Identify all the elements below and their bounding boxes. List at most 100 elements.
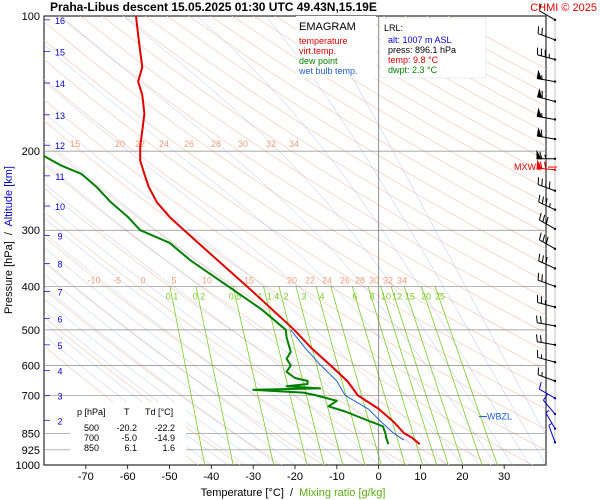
mxws-marker-label: MXWS — [514, 162, 542, 172]
wind-barb-full — [541, 27, 543, 36]
wind-barb-dot — [553, 38, 557, 42]
wind-barb-full — [538, 253, 541, 261]
wind-barb — [538, 382, 557, 400]
wind-barb-full — [545, 236, 549, 244]
dry-adiabat — [101, 16, 546, 299]
wind-barb-staff — [537, 279, 556, 287]
mixing-ratio-label: 20 — [421, 291, 431, 301]
dry-adiabat-label: 15 — [244, 275, 254, 285]
altitude-tick-label: 3 — [57, 392, 62, 402]
wind-barb — [536, 159, 557, 171]
axes: 1002003004005006007008509251000161514131… — [16, 11, 511, 483]
wind-barb — [537, 367, 557, 383]
table-header-td: Td [°C] — [145, 407, 173, 417]
pressure-tick-label: 925 — [22, 445, 40, 457]
wind-barb-staff — [539, 239, 556, 250]
y-axis-label: Pressure [hPa] / Altitude [km] — [3, 166, 15, 314]
dry-adiabat-label: 26 — [340, 275, 350, 285]
wind-barb-dot — [553, 80, 557, 83]
mixing-ratio-line — [421, 286, 483, 465]
mixing-ratio-label: 8 — [369, 291, 374, 301]
dry-adiabat — [44, 78, 546, 410]
legend-frame — [296, 16, 376, 78]
wind-barb-dot — [553, 427, 557, 430]
mixing-ratio-label: 1.4 — [267, 291, 280, 301]
table-row-700-td: -14.9 — [154, 433, 175, 443]
wind-barbs — [536, 3, 557, 444]
mixing-ratio-label: 4 — [319, 291, 324, 301]
table-row-850-t: 6.1 — [124, 443, 137, 453]
table-row-700-t: -5.0 — [121, 433, 137, 443]
wind-barb-staff — [537, 33, 556, 41]
wind-barb-dot — [553, 58, 557, 61]
table-row-500-t: -20.2 — [116, 423, 137, 433]
mixing-ratio-label: 10 — [381, 291, 391, 301]
wind-barb-dot — [553, 168, 557, 171]
dry-adiabat-label: 20 — [115, 139, 125, 149]
temperature-tick-label: 20 — [456, 471, 468, 483]
altitude-tick-label: 16 — [55, 16, 65, 26]
wind-barb-full — [537, 26, 540, 34]
wind-barb-full — [541, 274, 543, 282]
dry-adiabat-label: 22 — [305, 275, 315, 285]
table-row-850-td: 1.6 — [162, 443, 175, 453]
altitude-tick-label: 5 — [57, 341, 62, 351]
lrl-heading: LRL: — [384, 23, 403, 33]
wind-barb-full — [537, 177, 540, 185]
dry-adiabat-label: 30 — [238, 139, 248, 149]
mixing-ratio-line — [403, 286, 464, 465]
mixing-ratio-label: 6 — [352, 291, 357, 301]
altitude-tick-label: 10 — [55, 202, 65, 212]
mixing-ratio-line — [330, 286, 382, 465]
wind-barb — [538, 232, 557, 251]
wind-barb — [536, 47, 557, 61]
altitude-tick-label: 14 — [55, 79, 65, 89]
mixing-ratio-line — [232, 286, 275, 465]
wind-barb-full — [545, 216, 549, 225]
altitude-tick-label: 8 — [57, 260, 62, 270]
wind-barb-full — [538, 3, 542, 11]
wind-barb-dot — [553, 189, 557, 192]
background-lines: 15 20 22 24 26 28 30 32 34-10 -5 0 5 10 15 20 22 24 26 28 3… — [44, 16, 546, 465]
legend-item-wet-bulb: wet bulb temp. — [298, 66, 358, 76]
dry-adiabat-label: 20 — [287, 275, 297, 285]
wbzl-marker-label: WBZL — [487, 412, 512, 422]
lrl-dewpoint: dwpt: 2.3 °C — [388, 65, 438, 75]
pressure-tick-label: 200 — [22, 146, 40, 158]
mixing-ratio-label: 0.2 — [193, 291, 206, 301]
mixing-ratio-line — [434, 286, 498, 465]
temperature-line — [135, 16, 421, 445]
pressure-tick-label: 1000 — [16, 460, 40, 472]
temperature-tick-label: -40 — [203, 471, 219, 483]
wind-barb — [538, 3, 557, 22]
table-header-p: p [hPa] — [77, 407, 106, 417]
mixing-ratio-label: 2 — [283, 291, 288, 301]
wind-barb-full — [542, 214, 546, 223]
wind-barb-half — [549, 203, 551, 208]
mixing-ratio-label: 0.1 — [166, 291, 179, 301]
dry-adiabat-label: 15 — [70, 139, 80, 149]
wind-barb-pennant — [536, 69, 542, 80]
wind-barb-full — [538, 382, 542, 390]
wind-barb-full — [538, 194, 541, 203]
wind-barb-dot — [553, 100, 557, 103]
dry-adiabat-label: 0 — [140, 275, 145, 285]
wind-barb-staff — [538, 260, 556, 269]
wind-barb-pennant — [536, 159, 542, 170]
altitude-tick-label: 9 — [57, 231, 62, 241]
wind-barb — [536, 149, 557, 161]
wind-barb-dot — [553, 267, 557, 270]
wind-barb — [545, 409, 557, 430]
table-row-850-p: 850 — [84, 443, 99, 453]
altitude-tick-label: 11 — [55, 172, 64, 182]
pressure-tick-label: 700 — [22, 390, 40, 402]
lrl-altitude: alt: 1007 m ASL — [388, 35, 452, 45]
dry-adiabat — [188, 16, 546, 234]
legend-item-dew-point: dew point — [299, 56, 338, 66]
wind-barb-dot — [553, 412, 557, 416]
wind-barb-staff — [537, 54, 556, 60]
wind-barb-staff — [539, 10, 556, 21]
pressure-tick-label: 300 — [22, 225, 40, 237]
dry-adiabat — [123, 16, 546, 282]
mixing-ratio-line — [195, 286, 234, 465]
